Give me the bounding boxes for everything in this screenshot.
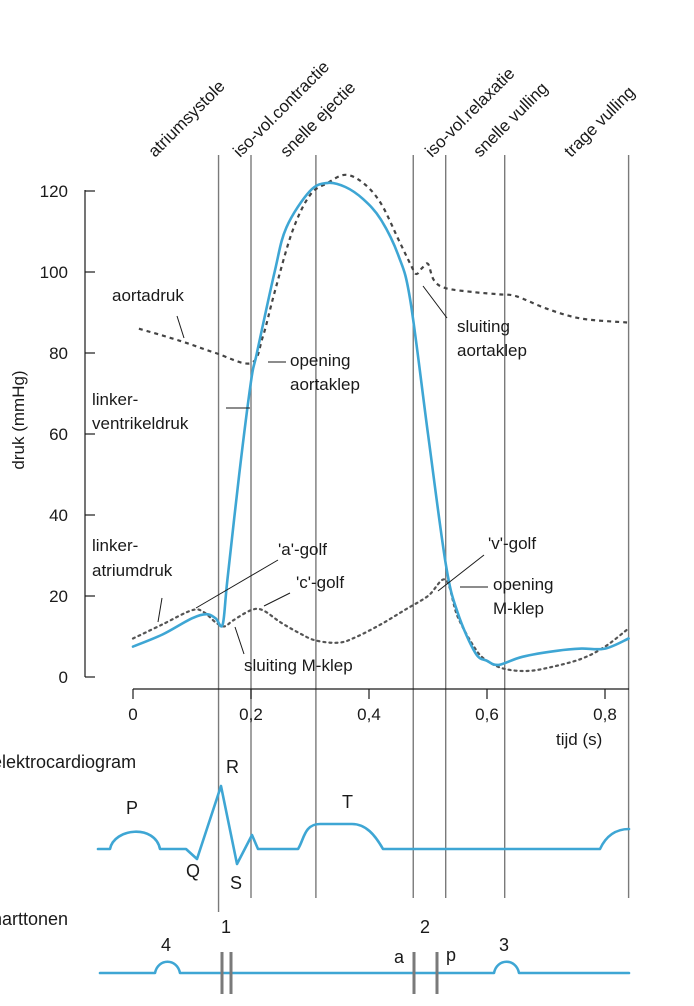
series-line-linker-atriumdruk [131,578,630,673]
annotation: ventrikeldruk [92,414,189,433]
y-tick-label: 40 [49,506,68,525]
annotation: 'c'-golf [296,573,344,592]
series-line-aortadruk [138,173,629,365]
annotations: aortadruk opening aortaklep sluiting aor… [92,286,554,675]
annotation: aortaklep [457,341,527,360]
annotation: linker- [92,390,138,409]
y-tick-label: 120 [40,182,68,201]
axis-ticks: 0 20 40 60 80 100 120 0 0,2 0,4 0,6 0,8 [40,182,617,724]
leader-v-golf [437,554,485,592]
ecg-trace [96,784,631,866]
phase-labels: atriumsystole iso-vol.contractie snelle … [144,57,638,161]
x-tick-label: 0,6 [475,705,499,724]
annotation: aortaklep [290,375,360,394]
x-tick-label: 0 [128,705,137,724]
pressure-series [131,173,630,673]
annotation: atriumdruk [92,561,173,580]
leader-atriumdruk [157,597,163,623]
annotation: sluiting M-klep [244,656,353,675]
annotation-leaders [157,285,488,655]
ecg-wave-label: S [230,873,242,893]
x-tick-label: 0,2 [239,705,263,724]
x-tick-label: 0,8 [593,705,617,724]
annotation: 'v'-golf [488,534,536,553]
annotation: M-klep [493,599,544,618]
y-tick-label: 60 [49,425,68,444]
heart-sound-markers [220,952,439,994]
ecg-title: elektrocardiogram [0,752,136,772]
heart-sound-label: 1 [221,917,231,937]
leader-c-golf [263,592,291,607]
leader-aortadruk [176,315,185,339]
heart-sound-label: 2 [420,917,430,937]
heart-sounds-trace [98,960,631,975]
phase-boundary-lines [217,155,630,912]
y-tick-label: 80 [49,344,68,363]
leader-sluiting-aortaklep [422,285,448,319]
leader-a-golf [195,559,279,609]
heart-sounds-title: harttonen [0,909,68,929]
annotation: opening [290,351,351,370]
annotation: sluiting [457,317,510,336]
annotation: aortadruk [112,286,184,305]
y-tick-label: 100 [40,263,68,282]
heart-sound-label: 4 [161,935,171,955]
ecg-wave-label: Q [186,861,200,881]
ecg-wave-label: P [126,798,138,818]
x-tick-label: 0,4 [357,705,381,724]
annotation: 'a'-golf [278,540,327,559]
heart-sound-label: 3 [499,935,509,955]
phase-label: atriumsystole [144,77,228,161]
annotation: opening [493,575,554,594]
series-line-linker-ventrikeldruk [131,181,630,667]
y-tick-label: 0 [59,668,68,687]
phase-label: trage vulling [560,83,638,161]
annotation: linker- [92,536,138,555]
x-axis-label: tijd (s) [556,730,602,749]
y-axis-label: druk (mmHg) [9,370,28,469]
y-tick-label: 20 [49,587,68,606]
ecg-wave-label: R [226,757,239,777]
heart-sound-label: p [446,945,456,965]
heart-sound-label: a [394,947,405,967]
leader-sluiting-m-klep [234,626,245,655]
ecg-wave-label: T [342,792,353,812]
